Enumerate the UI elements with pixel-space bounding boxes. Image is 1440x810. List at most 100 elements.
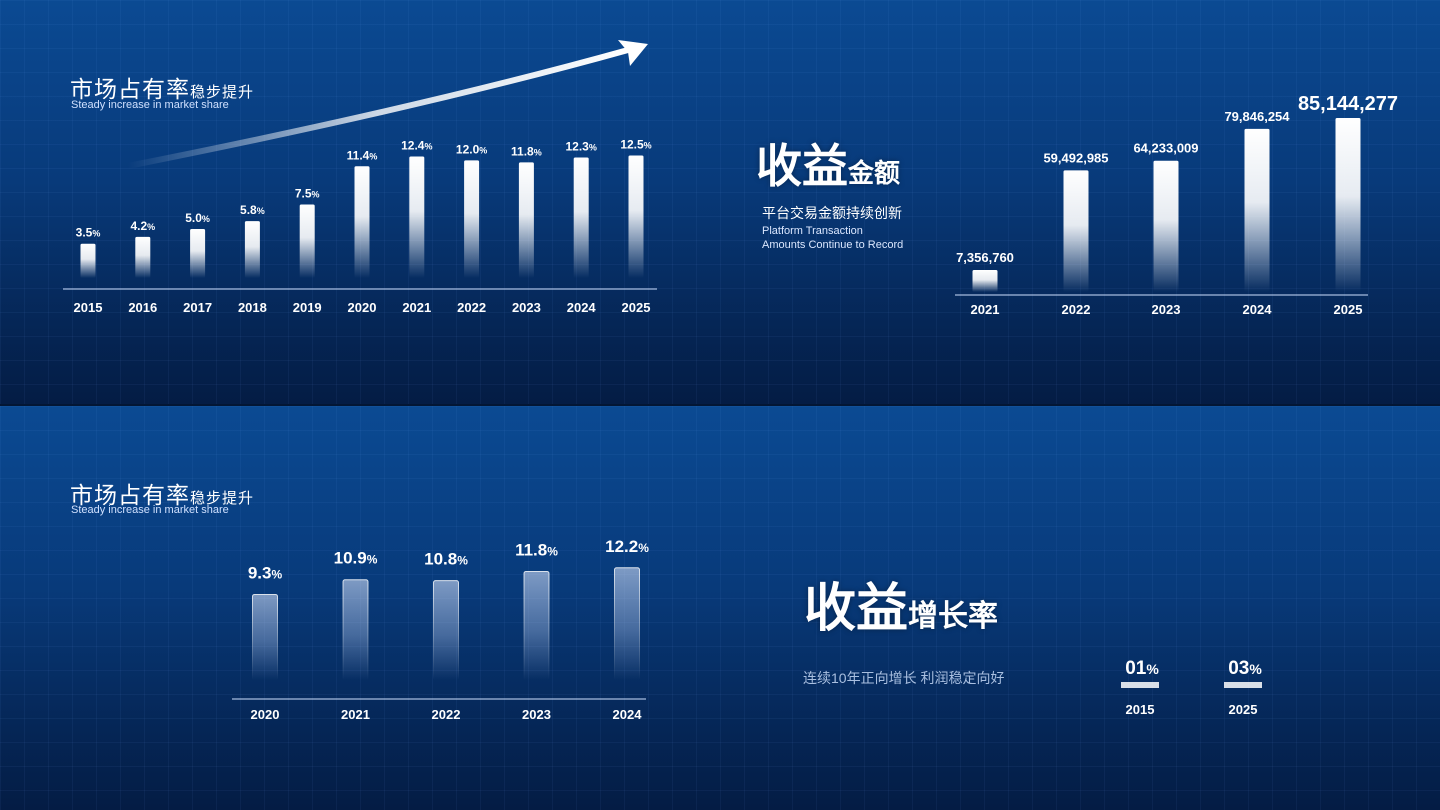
- market-share-year-2016: 2016: [128, 300, 157, 315]
- market-share-year-2024: 2024: [567, 300, 597, 315]
- market-share-value-2019-unit: %: [312, 190, 320, 200]
- growth-value-2025: 03%: [1228, 658, 1262, 679]
- revenue-bar-2024: [1244, 128, 1270, 292]
- market-share-year-2020: 2020: [348, 300, 377, 315]
- market-share-bar-2018: [244, 221, 260, 278]
- market-share-subtitle-en-2: Steady increase in market share: [71, 504, 229, 516]
- market-share-2-value-2020-number: 9.3: [248, 563, 272, 582]
- growth-value-2015: 01%: [1125, 658, 1159, 679]
- market-share-chart-2020-2024: 9.3% 2020 10.9% 2021 10.8% 2022 11.8% 2023 12.2%…: [232, 537, 649, 722]
- growth-value-2025-number: 03: [1228, 658, 1249, 679]
- market-share-2-value-2023-number: 11.8: [515, 540, 547, 559]
- market-share-bar-2023: [518, 162, 534, 278]
- growth-title-small: 增长率: [908, 600, 999, 633]
- market-share-2-value-2024: 12.2%: [605, 537, 649, 556]
- market-share-2-value-2020-unit: %: [271, 567, 282, 581]
- market-share-2-bar-2022: [433, 580, 459, 681]
- market-share-bar-2024: [573, 157, 589, 278]
- growth-year-2025: 2025: [1229, 702, 1258, 717]
- revenue-bar-2021: [972, 270, 998, 292]
- revenue-year-2023: 2023: [1152, 302, 1181, 317]
- market-share-2-value-2022-unit: %: [457, 554, 468, 568]
- revenue-year-2022: 2022: [1062, 302, 1091, 317]
- market-share-value-2016: 4.2%: [130, 219, 155, 233]
- market-share-2-bar-2021: [342, 579, 369, 681]
- revenue-value-2025-number: 85,144,277: [1298, 93, 1398, 115]
- market-share-bar-2025: [628, 155, 644, 278]
- market-share-value-2017-unit: %: [202, 214, 210, 224]
- market-share-value-2025: 12.5%: [620, 138, 651, 152]
- growth-bar-2025: [1224, 682, 1262, 688]
- revenue-chart-2021-2025: 7,356,760 2021 59,492,985 2022 64,233,009 202…: [955, 93, 1398, 317]
- market-share-2-value-2023-unit: %: [547, 544, 558, 558]
- market-share-value-2025-unit: %: [644, 141, 652, 151]
- revenue-year-2021: 2021: [971, 302, 1000, 317]
- revenue-subtitle-en: Platform Transaction Amounts Continue to…: [762, 224, 903, 252]
- market-share-value-2022-unit: %: [479, 145, 487, 155]
- market-share-2-value-2022: 10.8%: [424, 550, 468, 569]
- revenue-value-2021: 7,356,760: [956, 250, 1014, 265]
- market-share-2-bar-2023: [523, 570, 550, 681]
- market-share-year-2025: 2025: [622, 300, 651, 315]
- market-share-title-small-2: 稳步提升: [190, 490, 255, 507]
- revenue-title-small: 金额: [848, 158, 901, 188]
- market-share-year-2017: 2017: [183, 300, 212, 315]
- revenue-bar-2025: [1335, 118, 1361, 292]
- market-share-year-2023: 2023: [512, 300, 541, 315]
- market-share-value-2017-number: 5.0: [185, 211, 202, 225]
- market-share-bar-2015: [80, 243, 96, 278]
- market-share-value-2021-unit: %: [424, 141, 432, 151]
- market-share-value-2015-unit: %: [92, 229, 100, 239]
- market-share-value-2020: 11.4%: [347, 148, 378, 162]
- growth-value-2015-unit: %: [1146, 661, 1159, 677]
- market-share-value-2020-unit: %: [369, 151, 377, 161]
- market-share-2-value-2024-unit: %: [638, 541, 649, 555]
- market-share-bar-2020: [354, 166, 370, 278]
- market-share-value-2025-number: 12.5: [620, 138, 644, 152]
- market-share-2-year-2022: 2022: [432, 707, 461, 722]
- revenue-title: 收益金额: [756, 130, 900, 196]
- market-share-2-value-2021: 10.9%: [334, 549, 378, 568]
- market-share-2-bar-2020: [252, 593, 278, 681]
- revenue-value-2023-number: 64,233,009: [1133, 141, 1198, 156]
- revenue-year-2025: 2025: [1334, 302, 1363, 317]
- growth-title: 收益增长率: [804, 566, 998, 641]
- market-share-title-2: 市场占有率稳步提升: [70, 476, 254, 510]
- revenue-value-2025: 85,144,277: [1298, 93, 1398, 115]
- market-share-year-2021: 2021: [402, 300, 431, 315]
- revenue-value-2024-number: 79,846,254: [1224, 109, 1290, 124]
- market-share-2-year-2023: 2023: [522, 707, 551, 722]
- market-share-value-2017: 5.0%: [185, 211, 210, 225]
- market-share-title-main-2: 市场占有率: [70, 482, 190, 508]
- market-share-value-2016-number: 4.2: [130, 219, 147, 233]
- market-share-value-2015-number: 3.5: [76, 226, 93, 240]
- market-share-title-small: 稳步提升: [190, 84, 255, 101]
- market-share-value-2024: 12.3%: [566, 139, 597, 153]
- market-share-value-2020-number: 11.4: [347, 148, 370, 162]
- market-share-value-2019-number: 7.5: [295, 187, 312, 201]
- panel-divider: [0, 404, 1440, 406]
- market-share-title-main: 市场占有率: [70, 76, 190, 102]
- growth-title-large: 收益: [804, 580, 909, 638]
- market-share-2-value-2021-unit: %: [367, 553, 378, 567]
- top-panel: 市场占有率稳步提升 Steady increase in market shar…: [0, 0, 1440, 404]
- bottom-panel: 市场占有率稳步提升 Steady increase in market shar…: [0, 406, 1440, 810]
- market-share-2-bar-2024: [614, 567, 640, 681]
- market-share-value-2021-number: 12.4: [401, 138, 425, 152]
- revenue-year-2024: 2024: [1243, 302, 1273, 317]
- market-share-year-2015: 2015: [74, 300, 103, 315]
- market-share-chart-2015-2025: 3.5% 2015 4.2% 2016 5.0% 2017 5.8% 2018 7.5% 2019…: [63, 138, 657, 315]
- market-share-value-2018-number: 5.8: [240, 203, 257, 217]
- revenue-value-2022: 59,492,985: [1043, 150, 1108, 165]
- market-share-value-2022-number: 12.0: [456, 142, 480, 156]
- market-share-year-2018: 2018: [238, 300, 267, 315]
- trend-arrow-head: [618, 40, 648, 66]
- market-share-bar-2022: [464, 160, 480, 278]
- revenue-value-2024: 79,846,254: [1224, 109, 1290, 124]
- growth-bar-2015: [1121, 682, 1159, 688]
- growth-year-2015: 2015: [1126, 702, 1155, 717]
- market-share-2-year-2021: 2021: [341, 707, 370, 722]
- market-share-value-2022: 12.0%: [456, 142, 487, 156]
- growth-rate-chart: 01% 2015 03% 2025: [1121, 658, 1262, 717]
